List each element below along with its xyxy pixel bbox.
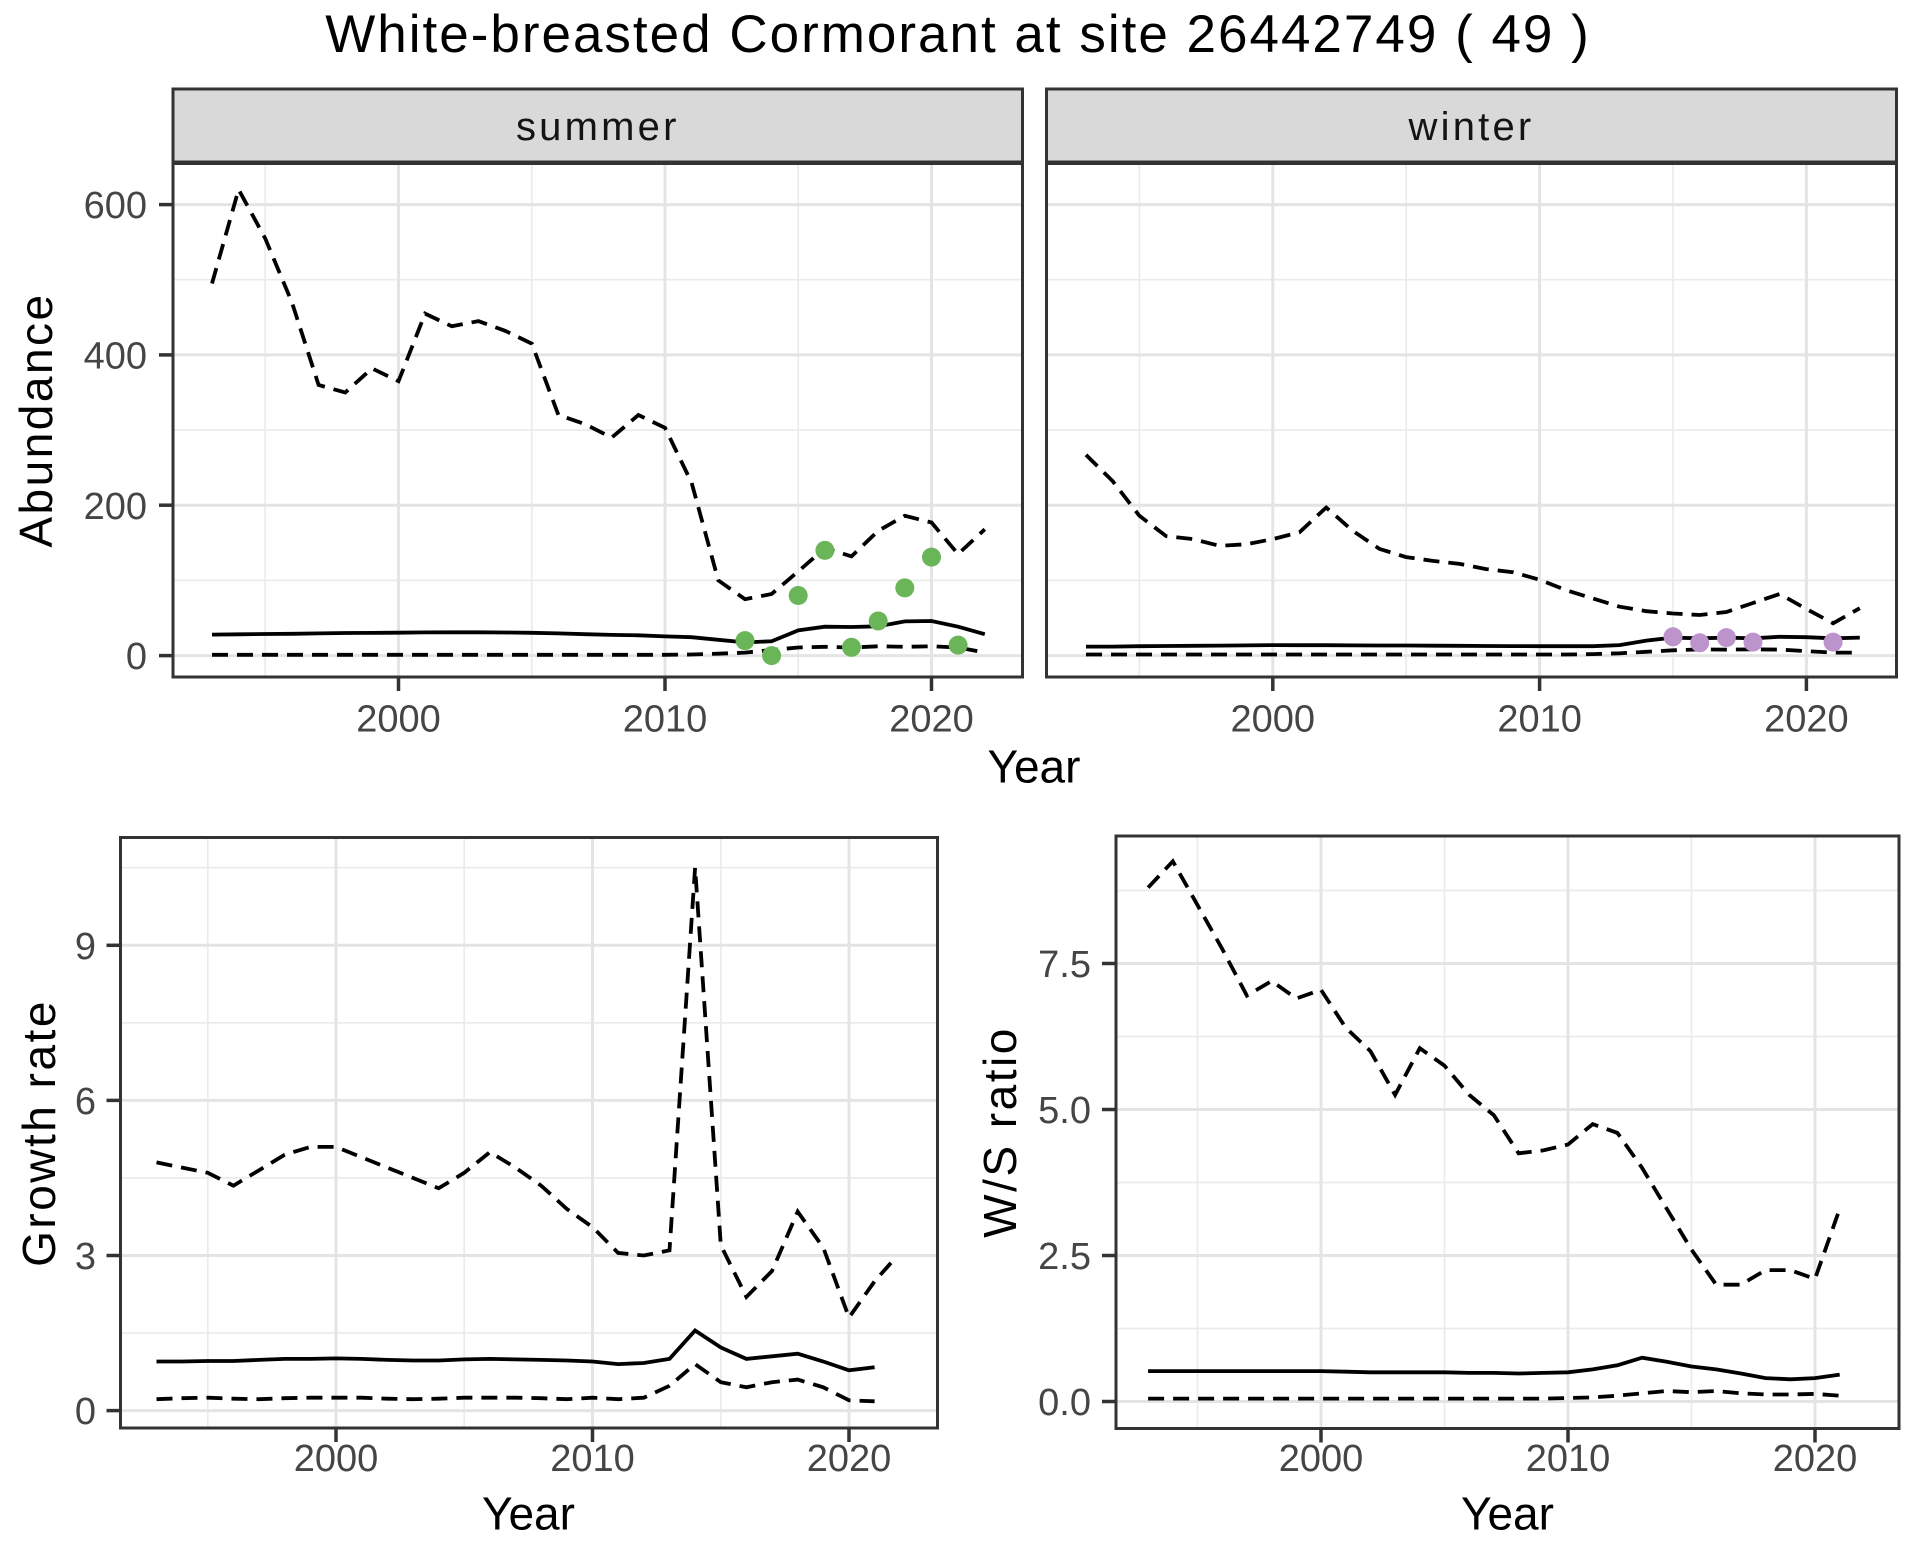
svg-text:6: 6 [75, 1081, 96, 1123]
svg-text:2000: 2000 [356, 699, 441, 741]
svg-text:2020: 2020 [1773, 1438, 1858, 1480]
svg-text:0: 0 [75, 1391, 96, 1433]
svg-text:winter: winter [1408, 105, 1535, 149]
svg-text:Year: Year [1461, 1488, 1554, 1540]
svg-text:0: 0 [126, 636, 147, 678]
svg-text:Year: Year [988, 741, 1081, 793]
svg-text:2020: 2020 [1764, 699, 1849, 741]
svg-text:7.5: 7.5 [1038, 944, 1091, 986]
svg-text:2010: 2010 [623, 699, 708, 741]
svg-text:Growth rate: Growth rate [13, 999, 65, 1267]
svg-text:600: 600 [84, 185, 147, 227]
svg-text:9: 9 [75, 926, 96, 968]
svg-text:2.5: 2.5 [1038, 1236, 1091, 1278]
svg-text:W/S ratio: W/S ratio [974, 1026, 1026, 1238]
svg-text:400: 400 [84, 335, 147, 377]
svg-text:2000: 2000 [1231, 699, 1316, 741]
svg-text:Abundance: Abundance [10, 292, 62, 547]
svg-text:0.0: 0.0 [1038, 1382, 1091, 1424]
svg-text:3: 3 [75, 1236, 96, 1278]
svg-text:2020: 2020 [889, 699, 974, 741]
svg-text:Year: Year [482, 1488, 575, 1540]
svg-text:5.0: 5.0 [1038, 1090, 1091, 1132]
svg-text:200: 200 [84, 486, 147, 528]
svg-text:2010: 2010 [1526, 1438, 1611, 1480]
svg-text:2010: 2010 [1497, 699, 1582, 741]
svg-text:summer: summer [516, 105, 680, 149]
svg-text:2010: 2010 [550, 1438, 635, 1480]
svg-text:2020: 2020 [807, 1438, 892, 1480]
svg-text:White-breasted Cormorant at si: White-breasted Cormorant at site 2644274… [325, 5, 1591, 64]
svg-text:2000: 2000 [1279, 1438, 1364, 1480]
svg-text:2000: 2000 [294, 1438, 379, 1480]
